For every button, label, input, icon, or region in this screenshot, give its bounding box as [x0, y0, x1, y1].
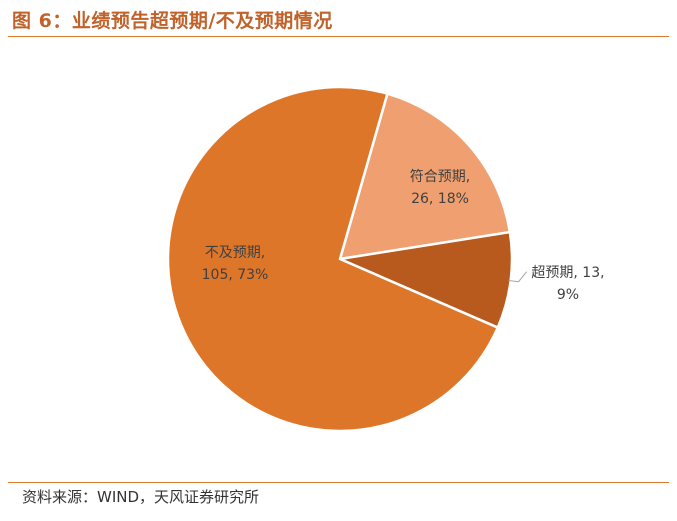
title-divider [8, 36, 669, 37]
pie-slice-misses-expectation [166, 85, 499, 433]
slice-label-meets-expectation: 符合预期, 26, 18% [410, 169, 470, 207]
slice-label-beats-expectation: 超预期, 13, 9% [531, 265, 604, 303]
source-note: 资料来源：WIND，天风证券研究所 [22, 488, 260, 506]
slice-label-misses-expectation: 不及预期, 105, 73% [202, 245, 269, 283]
pie-slice-meets-expectation [338, 92, 512, 261]
source-divider [8, 482, 669, 483]
figure-title: 图 6：业绩预告超预期/不及预期情况 [12, 10, 333, 32]
leader-line [508, 271, 527, 283]
